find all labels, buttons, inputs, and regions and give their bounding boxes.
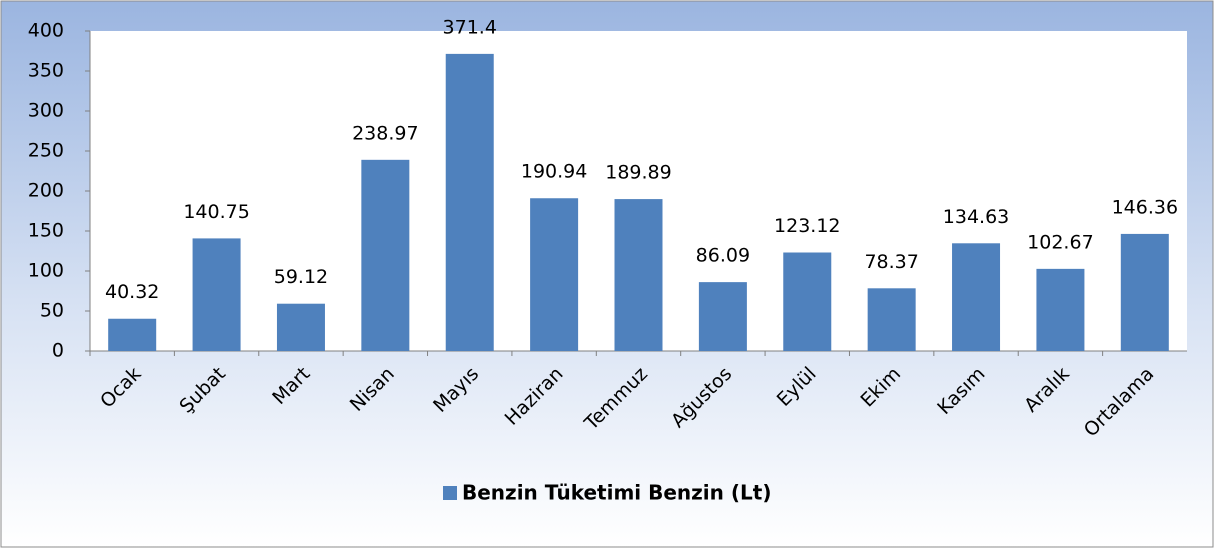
- bar: [783, 252, 832, 351]
- legend-label: Benzin Tüketimi Benzin (Lt): [462, 481, 771, 505]
- y-tick-label: 0: [52, 340, 64, 362]
- y-tick-label: 250: [28, 140, 64, 162]
- data-label: 238.97: [352, 122, 418, 144]
- bar: [867, 288, 916, 351]
- data-label: 102.67: [1027, 231, 1093, 253]
- data-label: 86.09: [696, 245, 750, 267]
- data-label: 123.12: [774, 215, 840, 237]
- bar: [1036, 268, 1085, 351]
- data-label: 59.12: [274, 266, 328, 288]
- data-label: 78.37: [864, 251, 918, 273]
- y-tick-label: 350: [28, 60, 64, 82]
- bar: [698, 282, 747, 351]
- data-label: 40.32: [105, 281, 159, 303]
- bar: [361, 159, 410, 351]
- y-tick-label: 200: [28, 180, 64, 202]
- bar: [1120, 233, 1169, 351]
- data-label: 146.36: [1112, 196, 1178, 218]
- bar: [614, 199, 663, 351]
- y-tick-label: 400: [28, 20, 64, 42]
- y-tick-label: 300: [28, 100, 64, 122]
- bar: [530, 198, 579, 351]
- y-tick-label: 100: [28, 260, 64, 282]
- data-label: 140.75: [183, 201, 249, 223]
- data-label: 134.63: [943, 206, 1009, 228]
- bar: [108, 318, 157, 351]
- bar: [276, 303, 325, 351]
- data-label: 189.89: [605, 162, 671, 184]
- legend-swatch: [443, 486, 457, 500]
- bar: [445, 53, 494, 351]
- bar: [952, 243, 1001, 351]
- y-tick-label: 50: [40, 300, 64, 322]
- data-label: 190.94: [521, 161, 587, 183]
- data-label: 371.4: [443, 16, 497, 38]
- y-tick-label: 150: [28, 220, 64, 242]
- bar: [192, 238, 241, 351]
